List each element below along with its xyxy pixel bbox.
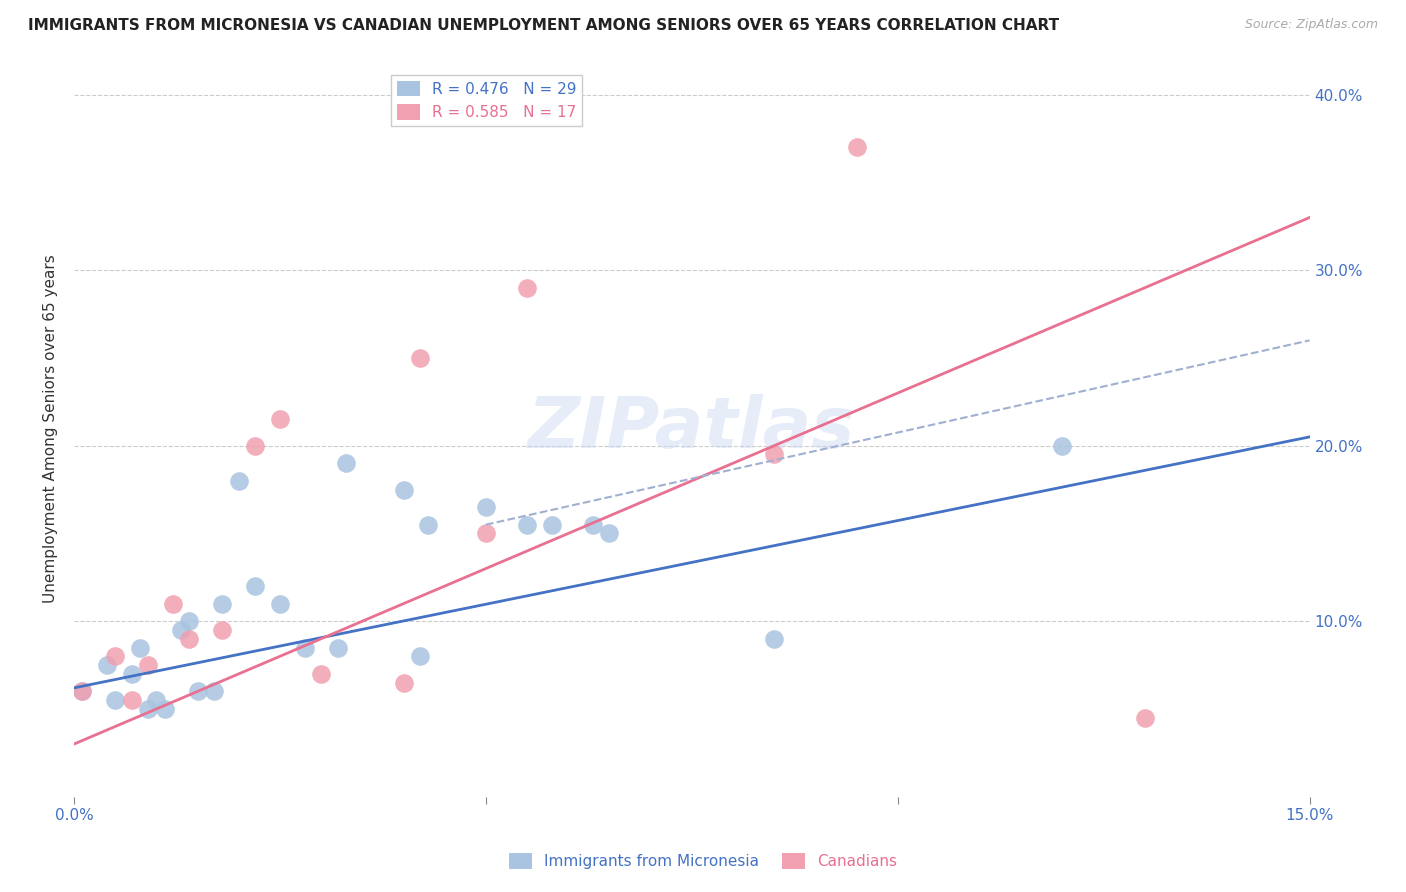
Point xyxy=(245,579,267,593)
Point xyxy=(170,623,193,637)
Point xyxy=(763,447,786,461)
Point xyxy=(211,623,233,637)
Legend: Immigrants from Micronesia, Canadians: Immigrants from Micronesia, Canadians xyxy=(503,847,903,875)
Point xyxy=(309,666,332,681)
Point xyxy=(129,640,152,655)
Point xyxy=(72,684,94,698)
Point xyxy=(1052,439,1074,453)
Point xyxy=(763,632,786,646)
Text: IMMIGRANTS FROM MICRONESIA VS CANADIAN UNEMPLOYMENT AMONG SENIORS OVER 65 YEARS : IMMIGRANTS FROM MICRONESIA VS CANADIAN U… xyxy=(28,18,1059,33)
Point xyxy=(475,500,498,515)
Text: Source: ZipAtlas.com: Source: ZipAtlas.com xyxy=(1244,18,1378,31)
Point xyxy=(162,597,184,611)
Point xyxy=(845,140,868,154)
Point xyxy=(269,412,291,426)
Point xyxy=(540,517,562,532)
Point xyxy=(475,526,498,541)
Point xyxy=(179,632,201,646)
Point xyxy=(136,702,159,716)
Point xyxy=(1133,711,1156,725)
Point xyxy=(96,658,118,673)
Point xyxy=(72,684,94,698)
Point xyxy=(409,649,432,664)
Text: ZIPatlas: ZIPatlas xyxy=(529,393,855,463)
Point xyxy=(582,517,605,532)
Point xyxy=(335,456,357,470)
Point xyxy=(179,614,201,628)
Y-axis label: Unemployment Among Seniors over 65 years: Unemployment Among Seniors over 65 years xyxy=(44,253,58,602)
Point xyxy=(211,597,233,611)
Point xyxy=(326,640,349,655)
Point xyxy=(104,693,127,707)
Point xyxy=(187,684,209,698)
Point xyxy=(202,684,225,698)
Point xyxy=(228,474,250,488)
Point xyxy=(121,693,143,707)
Point xyxy=(245,439,267,453)
Point xyxy=(392,483,415,497)
Legend: R = 0.476   N = 29, R = 0.585   N = 17: R = 0.476 N = 29, R = 0.585 N = 17 xyxy=(391,75,582,127)
Point xyxy=(598,526,620,541)
Point xyxy=(269,597,291,611)
Point xyxy=(516,281,538,295)
Point xyxy=(392,675,415,690)
Point xyxy=(153,702,176,716)
Point xyxy=(121,666,143,681)
Point xyxy=(409,351,432,365)
Point xyxy=(145,693,167,707)
Point xyxy=(516,517,538,532)
Point xyxy=(136,658,159,673)
Point xyxy=(294,640,316,655)
Point xyxy=(104,649,127,664)
Point xyxy=(418,517,440,532)
